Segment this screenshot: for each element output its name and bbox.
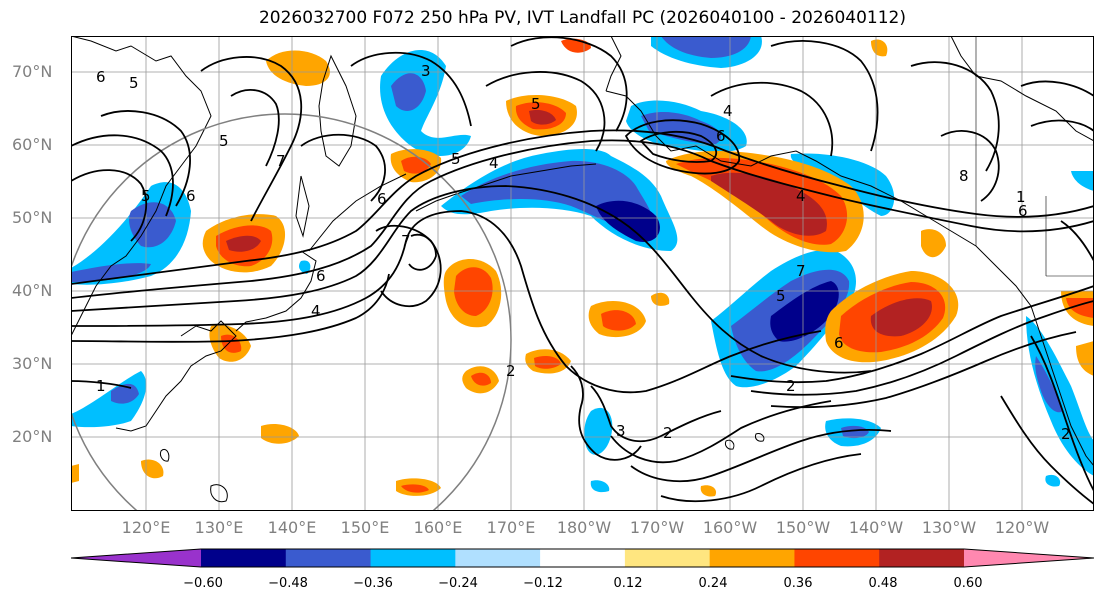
lon-label-130e: 130°E — [194, 518, 244, 537]
colorbar-tick: −0.12 — [523, 576, 563, 591]
lon-label-170w: 170°W — [629, 518, 685, 537]
colorbar-segment — [370, 549, 456, 567]
contour-label: 7 — [276, 152, 286, 170]
contour-label: 6 — [1018, 202, 1028, 220]
lon-label-150e: 150°E — [340, 518, 390, 537]
colorbar-segment — [794, 549, 880, 567]
lat-label-70n: 70°N — [12, 62, 53, 81]
contour-labels: 6 5 5 7 6 5 4 7 6 6 4 5 3 4 6 5 4 2 1 2 … — [96, 62, 1071, 443]
contour-label: 5 — [219, 132, 229, 150]
colorbar-tick: −0.60 — [183, 576, 223, 591]
graticule — [71, 36, 1094, 511]
colorbar-segment — [709, 549, 795, 567]
contour-label: 1 — [96, 377, 106, 395]
contour-label: 3 — [616, 422, 626, 440]
lat-label-40n: 40°N — [12, 281, 53, 300]
colorbar-extend-low — [71, 549, 201, 567]
contour-label: 4 — [723, 102, 733, 120]
contour-label: 2 — [1061, 425, 1071, 443]
colorbar-segment — [879, 549, 965, 567]
map-panel: 6 5 5 7 6 5 4 7 6 6 4 5 3 4 6 5 4 2 1 2 … — [71, 36, 1094, 511]
contour-label: 6 — [316, 267, 326, 285]
coastlines — [71, 36, 1094, 503]
lon-label-180w: 180°W — [556, 518, 612, 537]
colorbar — [71, 548, 1094, 568]
colorbar-tick: 0.60 — [953, 576, 983, 591]
radius-circle — [71, 113, 512, 511]
colorbar-tick: 0.48 — [868, 576, 898, 591]
contour-label: 3 — [421, 62, 431, 80]
contour-label: 6 — [716, 127, 726, 145]
contour-label: 8 — [959, 167, 969, 185]
contour-label: 5 — [129, 74, 139, 92]
contour-label: 6 — [377, 190, 387, 208]
colorbar-tick: 0.24 — [698, 576, 728, 591]
lon-label-140w: 140°W — [848, 518, 904, 537]
map-frame — [71, 36, 1094, 511]
colorbar-tick: −0.36 — [353, 576, 393, 591]
contour-label: 6 — [96, 68, 106, 86]
positive-anomalies — [71, 38, 1094, 497]
pv-shading — [71, 36, 1094, 497]
lat-label-20n: 20°N — [12, 427, 53, 446]
contour-label: 4 — [489, 154, 499, 172]
contour-label: 5 — [141, 187, 151, 205]
lon-label-150w: 150°W — [775, 518, 831, 537]
lon-label-120e: 120°E — [121, 518, 171, 537]
colorbar-extend-high — [964, 549, 1094, 567]
lon-label-170e: 170°E — [486, 518, 536, 537]
lon-label-130w: 130°W — [921, 518, 977, 537]
contour-label: 1 — [1016, 188, 1026, 206]
colorbar-segment — [540, 549, 626, 567]
figure-title: 2026032700 F072 250 hPa PV, IVT Landfall… — [258, 8, 906, 28]
contour-label: 7 — [401, 232, 411, 250]
colorbar-outline — [71, 548, 1094, 568]
colorbar-segment — [201, 549, 287, 567]
colorbar-segment — [455, 549, 541, 567]
lat-label-60n: 60°N — [12, 135, 53, 154]
contour-label: 2 — [663, 424, 673, 442]
lon-label-140e: 140°E — [267, 518, 317, 537]
contour-label: 2 — [786, 377, 796, 395]
lat-label-30n: 30°N — [12, 354, 53, 373]
pv-contours — [71, 36, 1094, 505]
colorbar-tick: −0.48 — [268, 576, 308, 591]
contour-label: 6 — [834, 334, 844, 352]
colorbar-segment — [285, 549, 372, 567]
lon-label-120w: 120°W — [994, 518, 1050, 537]
lon-label-160w: 160°W — [702, 518, 758, 537]
colorbar-tick: 0.12 — [613, 576, 643, 591]
negative-anomalies — [71, 36, 1094, 493]
contour-label: 7 — [796, 262, 806, 280]
lat-label-50n: 50°N — [12, 208, 53, 227]
contour-label: 5 — [451, 150, 461, 168]
contour-label: 6 — [186, 187, 196, 205]
colorbar-tick: −0.24 — [438, 576, 478, 591]
colorbar-tick: 0.36 — [783, 576, 813, 591]
contour-label: 2 — [506, 362, 516, 380]
contour-label: 4 — [311, 302, 321, 320]
contour-label: 5 — [776, 287, 786, 305]
contour-label: 4 — [796, 187, 806, 205]
lon-label-160e: 160°E — [413, 518, 463, 537]
contour-label: 5 — [531, 95, 541, 113]
colorbar-segment — [624, 549, 711, 567]
